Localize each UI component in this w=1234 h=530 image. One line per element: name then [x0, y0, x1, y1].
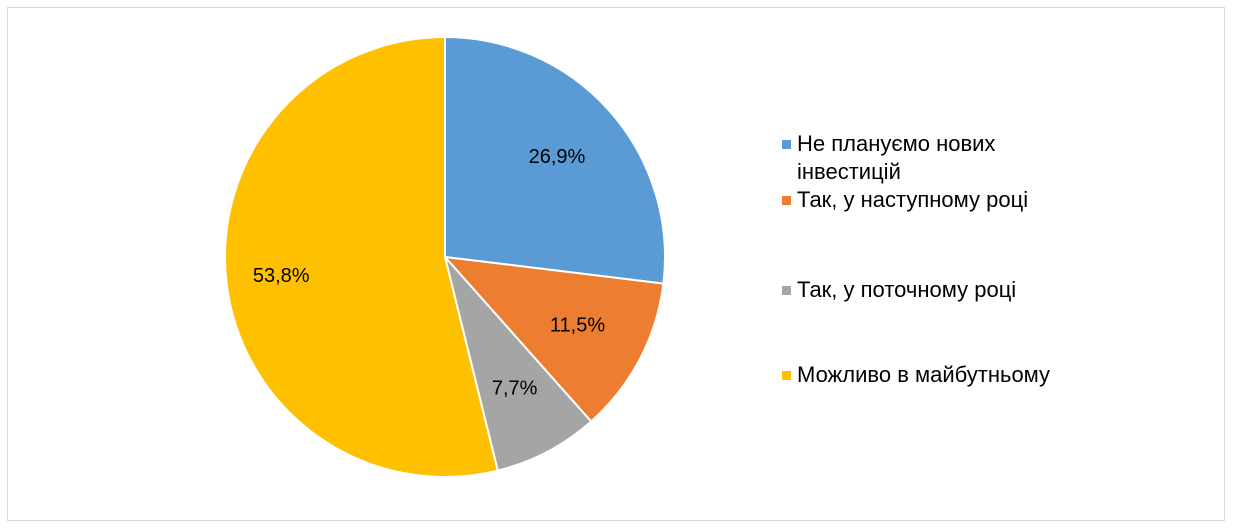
data-label: 7,7% — [492, 378, 538, 400]
legend-swatch — [782, 196, 791, 205]
legend-item: Не плануємо нових інвестицій — [782, 130, 1142, 186]
pie-slice — [444, 256, 593, 472]
data-label: 26,9% — [529, 146, 586, 168]
legend-swatch — [782, 140, 791, 149]
legend-swatch — [782, 371, 791, 380]
legend-label: Так, у наступному році — [797, 187, 1029, 212]
legend-item: Так, у поточному році — [782, 276, 1142, 304]
legend-label: Можливо в майбутньому — [797, 362, 1051, 387]
chart-frame — [7, 7, 1225, 521]
data-label: 11,5% — [550, 315, 605, 337]
legend-item: Можливо в майбутньому — [782, 361, 1142, 389]
pie-slice — [224, 35, 499, 478]
pie-slice — [442, 255, 665, 423]
legend-swatch — [782, 286, 791, 295]
legend-label: Не плануємо нових інвестицій — [797, 131, 996, 184]
data-label: 53,8% — [253, 265, 310, 287]
legend-item: Так, у наступному році — [782, 186, 1142, 214]
legend-label: Так, у поточному році — [797, 277, 1017, 302]
pie-slice — [444, 35, 666, 285]
